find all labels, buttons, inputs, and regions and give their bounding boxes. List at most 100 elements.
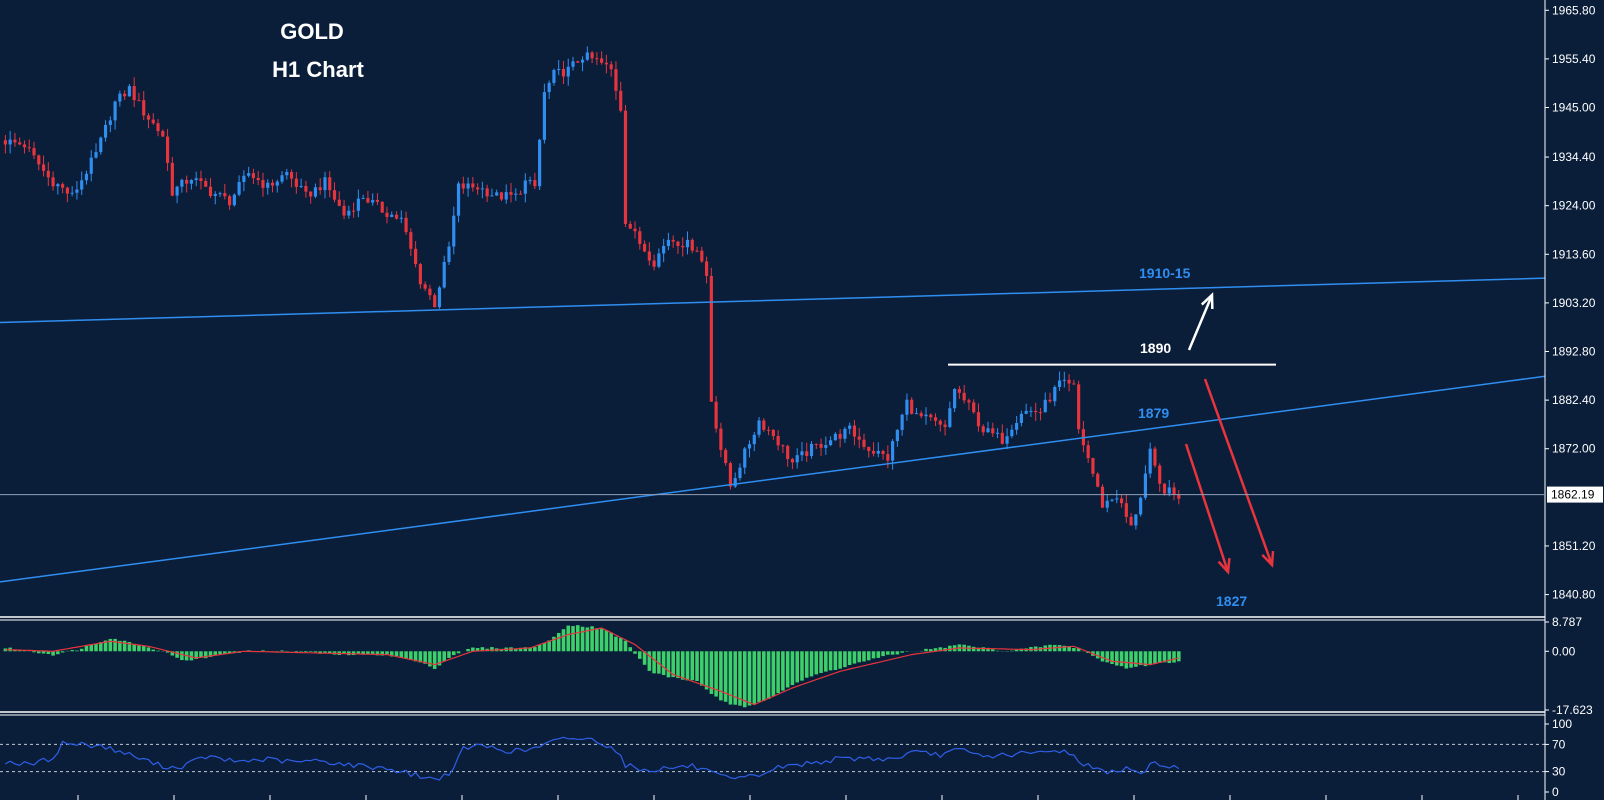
- candle-body: [824, 445, 828, 448]
- candle-body: [89, 157, 93, 174]
- current-price-tag: [1547, 486, 1603, 503]
- candle-body: [724, 449, 728, 464]
- candle-body: [199, 178, 203, 181]
- candle-body: [22, 144, 27, 148]
- candle-body: [161, 131, 165, 137]
- candle-body: [428, 288, 432, 296]
- candle-body: [227, 196, 232, 206]
- candle-body: [638, 231, 642, 244]
- candle-body: [461, 183, 465, 189]
- candle-body: [1167, 487, 1171, 494]
- candle-body: [995, 432, 1000, 434]
- candle-body: [18, 142, 22, 145]
- candle-body: [285, 171, 289, 176]
- candle-body: [871, 450, 876, 454]
- price-tick-label: 1934.40: [1552, 150, 1596, 164]
- candle-body: [933, 417, 938, 421]
- rsi-tick-label: 70: [1552, 737, 1566, 751]
- candle-body: [65, 187, 69, 194]
- candle-body: [94, 152, 98, 158]
- candle-body: [781, 445, 785, 447]
- candle-body: [805, 451, 809, 456]
- candle-body: [1077, 384, 1081, 430]
- candle-body: [499, 192, 504, 200]
- candle-body: [490, 195, 494, 197]
- candle-body: [204, 180, 208, 187]
- candle-body: [867, 446, 871, 451]
- label-upper-channel: 1910-15: [1139, 265, 1191, 281]
- candle-body: [452, 215, 456, 247]
- candle-body: [914, 413, 919, 415]
- candle-body: [628, 223, 632, 229]
- candle-body: [709, 275, 713, 402]
- candle-body: [833, 433, 837, 441]
- candle-body: [895, 429, 899, 442]
- candle-body: [1024, 410, 1028, 414]
- candle-body: [676, 241, 680, 246]
- candle-body: [1129, 516, 1133, 526]
- candle-body: [542, 92, 546, 140]
- candle-body: [938, 420, 942, 425]
- price-tick-label: 1840.80: [1552, 588, 1596, 602]
- candle-body: [1057, 380, 1062, 387]
- candle-body: [762, 420, 766, 430]
- candle-body: [919, 413, 923, 417]
- candle-body: [309, 191, 313, 197]
- candle-body: [924, 414, 928, 417]
- candle-body: [1119, 498, 1124, 504]
- candle-body: [1143, 473, 1147, 498]
- candle-body: [1010, 429, 1014, 437]
- price-tick-label: 1882.40: [1552, 393, 1596, 407]
- candle-body: [1072, 383, 1076, 385]
- candle-body: [1086, 445, 1090, 459]
- candle-body: [614, 69, 618, 91]
- candle-body: [256, 177, 260, 181]
- candle-body: [337, 199, 341, 206]
- price-tick-label: 1903.20: [1552, 296, 1596, 310]
- candle-body: [1096, 473, 1100, 487]
- candle-body: [1148, 448, 1152, 474]
- candle-body: [809, 443, 814, 456]
- candle-body: [900, 414, 904, 430]
- candle-body: [56, 184, 60, 187]
- candle-body: [332, 190, 337, 200]
- candle-body: [280, 175, 284, 182]
- candle-body: [600, 58, 604, 63]
- candle-body: [604, 62, 608, 65]
- candle-body: [399, 217, 403, 219]
- candle-body: [652, 260, 656, 267]
- candle-body: [881, 450, 885, 455]
- candle-body: [685, 239, 690, 248]
- candle-body: [886, 454, 890, 461]
- candle-body: [380, 201, 384, 213]
- candle-body: [242, 175, 246, 182]
- candle-body: [108, 120, 112, 125]
- candle-body: [852, 425, 857, 437]
- candle-body: [213, 194, 217, 196]
- candle-body: [1053, 386, 1057, 402]
- candle-body: [232, 194, 236, 206]
- candle-body: [681, 245, 685, 248]
- candle-body: [857, 436, 861, 440]
- candle-body: [390, 214, 394, 217]
- down-arrow-left-head: [1217, 557, 1231, 575]
- breakout-up-arrow-head: [1200, 292, 1214, 310]
- candle-body: [967, 400, 971, 403]
- candle-body: [123, 93, 127, 97]
- candle-body: [623, 110, 628, 224]
- candle-body: [1038, 412, 1043, 414]
- candle-body: [323, 177, 327, 191]
- candle-body: [1062, 379, 1066, 381]
- candle-body: [433, 295, 437, 308]
- candle-body: [495, 192, 499, 196]
- candle-body: [37, 155, 41, 165]
- macd-tick-label: 0.00: [1552, 644, 1576, 658]
- candle-body: [1000, 432, 1004, 444]
- ascending-trendline: [0, 375, 1546, 583]
- candle-body: [929, 414, 933, 418]
- candle-body: [375, 200, 380, 202]
- candle-body: [394, 214, 399, 219]
- candle-body: [561, 68, 566, 77]
- down-arrow-left: [1184, 443, 1230, 573]
